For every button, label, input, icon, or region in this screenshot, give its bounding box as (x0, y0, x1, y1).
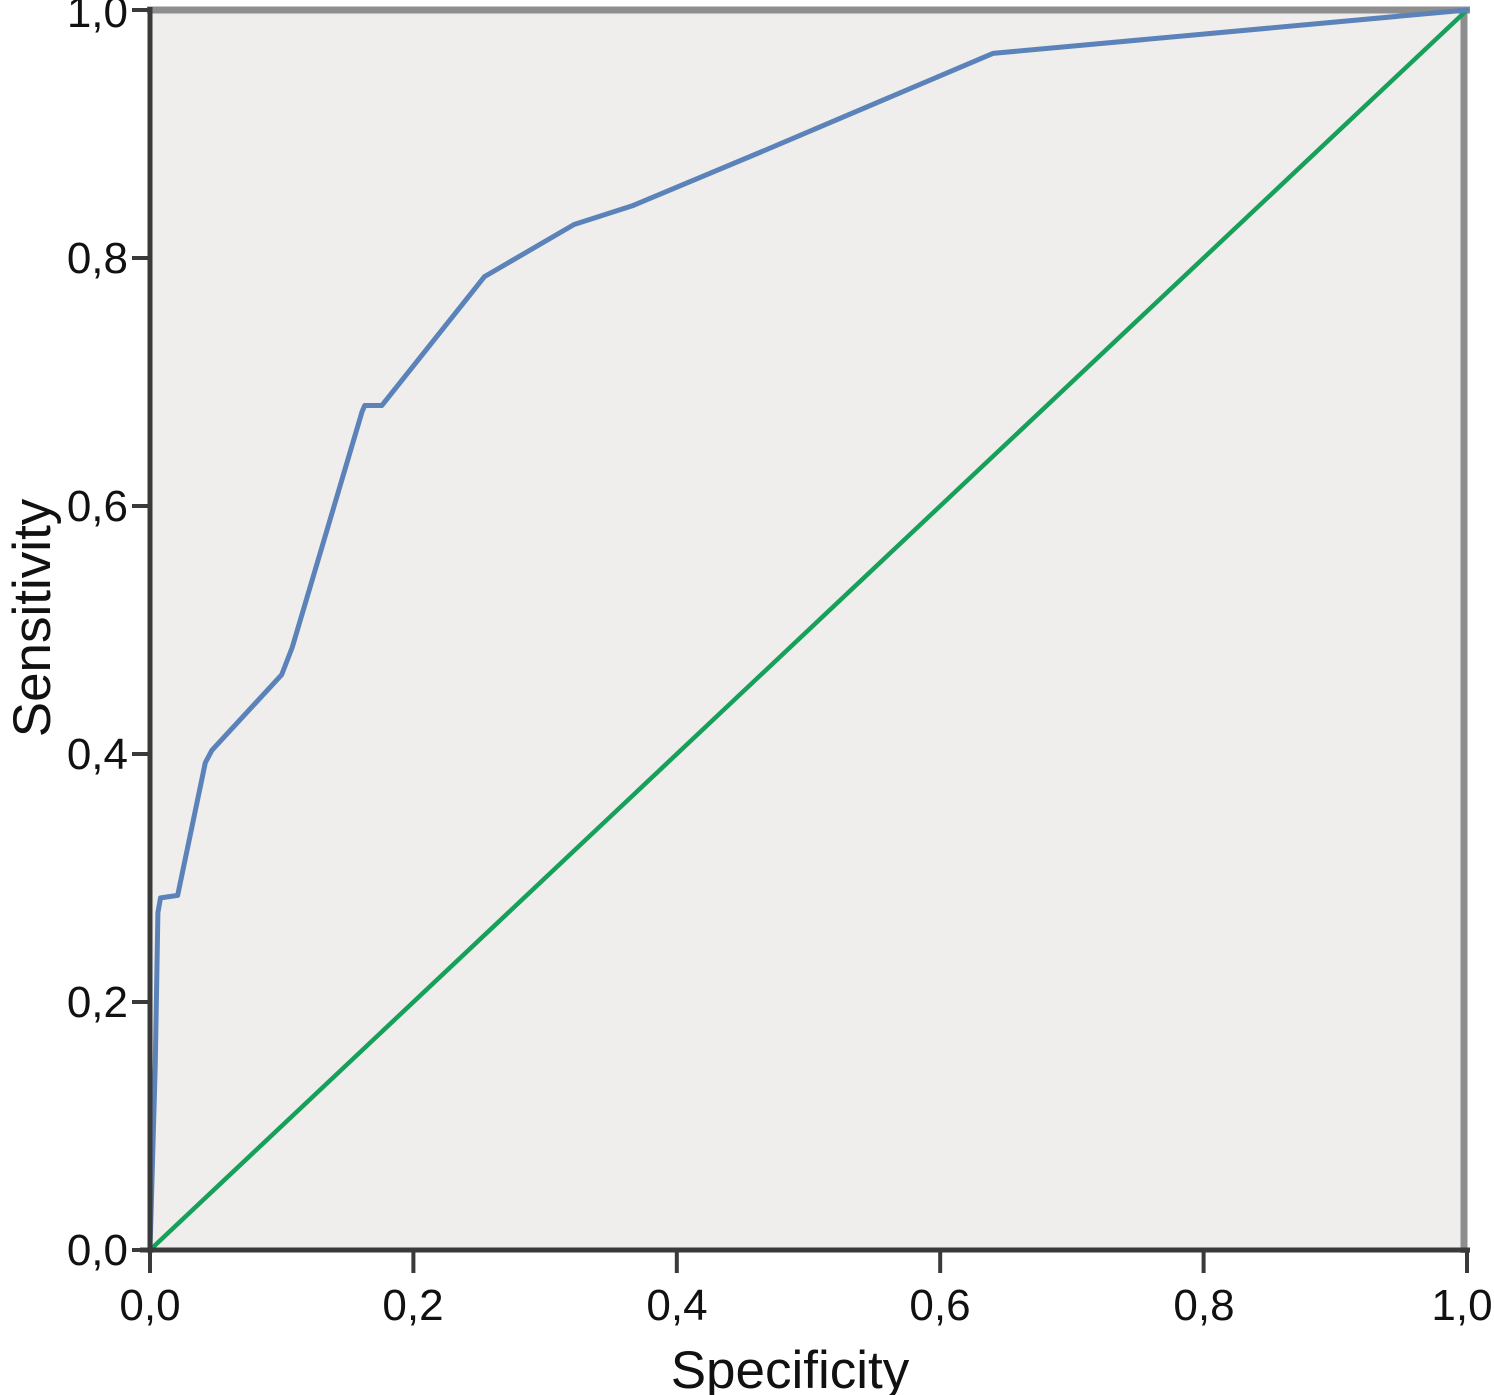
y-tick-label: 1,0 (67, 0, 128, 37)
y-axis-title: Sensitivity (3, 498, 62, 737)
x-tick-label: 1,0 (1431, 1281, 1492, 1330)
y-tick-marks (132, 8, 150, 1252)
y-tick-label: 0,4 (67, 730, 128, 779)
roc-curve-line (147, 7, 1470, 1253)
x-tick-label: 0,4 (646, 1281, 707, 1330)
y-tick-labels: 0,0 0,2 0,4 0,6 0,8 1,0 (67, 0, 128, 1275)
y-tick-label: 0,2 (67, 978, 128, 1027)
y-tick-label: 0,6 (67, 482, 128, 531)
reference-diagonal-line (147, 7, 1470, 1253)
x-tick-marks (148, 1252, 1469, 1273)
x-axis-title: Specificity (671, 1341, 910, 1395)
y-tick-label: 0,0 (67, 1226, 128, 1275)
x-tick-label: 0,0 (119, 1281, 180, 1330)
x-tick-labels: 0,0 0,2 0,4 0,6 0,8 1,0 (119, 1281, 1492, 1330)
x-tick-label: 0,8 (1173, 1281, 1234, 1330)
x-tick-label: 0,6 (909, 1281, 970, 1330)
x-tick-label: 0,2 (382, 1281, 443, 1330)
y-tick-label: 0,8 (67, 234, 128, 283)
